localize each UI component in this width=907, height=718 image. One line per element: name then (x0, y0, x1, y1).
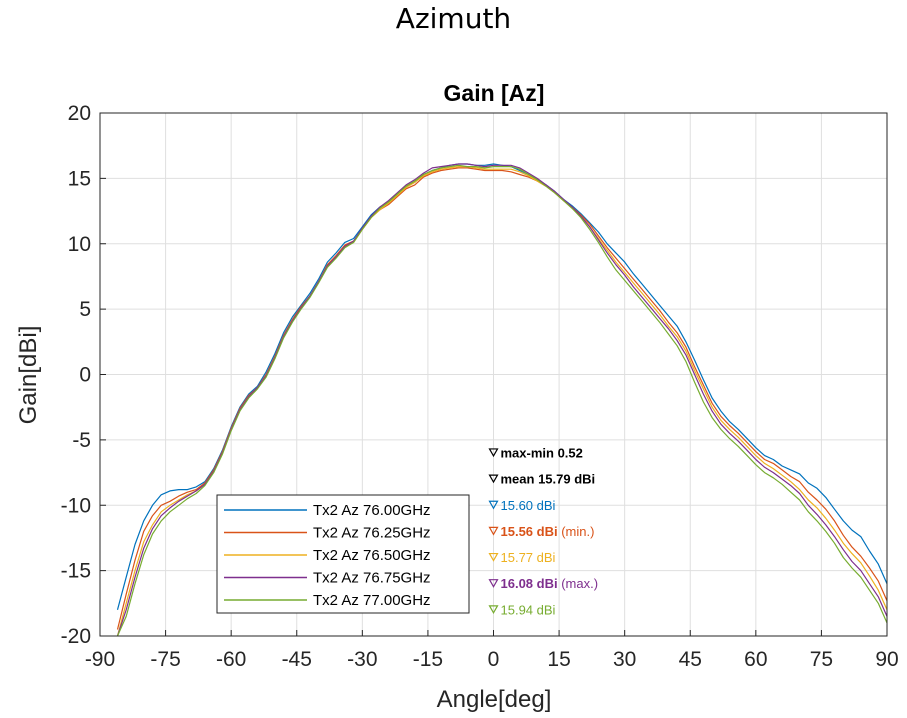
y-tick-label: -5 (72, 429, 91, 452)
x-tick-label: 0 (488, 648, 500, 671)
x-tick-label: -60 (216, 648, 246, 671)
annotation-1: max-min 0.52 (501, 445, 583, 460)
legend-label-4: Tx2 Az 76.75GHz (313, 570, 431, 587)
y-tick-label: -15 (61, 560, 91, 583)
annotation-value: 15.77 dBi (501, 550, 556, 565)
x-tick-label: -15 (413, 648, 443, 671)
annotation-5: 15.77 dBi (501, 550, 556, 565)
series-line-4 (116, 163, 888, 637)
legend-label-3: Tx2 Az 76.50GHz (313, 547, 431, 564)
series-line-2 (116, 167, 888, 630)
annotation-value: 15.94 dBi (501, 602, 556, 617)
y-tick-label: 15 (68, 167, 91, 190)
annotation-2: mean 15.79 dBi (501, 472, 596, 487)
annotation-value: 15.60 dBi (501, 498, 556, 513)
y-tick-label: -10 (61, 494, 91, 517)
y-tick-labels: -20 -15 -10 -5 0 5 10 15 20 (61, 102, 91, 648)
marker-triangle (488, 579, 499, 588)
y-tick-label: 5 (79, 298, 91, 321)
marker-triangle (488, 500, 499, 510)
x-tick-labels: -90 -75 -60 -45 -30 -15 0 15 30 45 60 75 90 (85, 648, 899, 671)
page-title: Azimuth (395, 2, 512, 35)
annotation-3: 15.60 dBi (501, 498, 556, 513)
legend-label-1: Tx2 Az 76.00GHz (313, 502, 431, 519)
marker-triangle (488, 552, 499, 562)
legend-box (216, 494, 470, 614)
x-tick-label: 45 (679, 648, 702, 671)
x-tick-label: 30 (613, 648, 636, 671)
x-tick-label: 15 (547, 648, 570, 671)
annotation-6: 16.08 dBi (max.) (501, 576, 599, 591)
x-tick-label: -75 (150, 648, 180, 671)
y-axis-label: Gain[dBi] (15, 326, 42, 425)
annotation-7: 15.94 dBi (501, 602, 556, 617)
x-tick-label: -30 (347, 648, 377, 671)
x-axis-label: Angle[deg] (437, 686, 552, 713)
marker-triangle (488, 605, 499, 615)
marker-triangle (488, 448, 499, 458)
marker-triangle (488, 474, 499, 484)
y-tick-label: 10 (68, 233, 91, 256)
legend-label-2: Tx2 Az 76.25GHz (313, 525, 431, 542)
x-tick-label: 90 (875, 648, 898, 671)
chart-title: Gain [Az] (444, 80, 545, 106)
series-line-5 (116, 164, 888, 637)
annotation-suffix: (max.) (558, 576, 598, 591)
annotation-value: 15.56 dBi (501, 524, 558, 539)
y-tick-label: 0 (79, 364, 91, 387)
marker-triangle (488, 526, 499, 536)
annotations: max-min 0.52 mean 15.79 dBi 15.60 dBi 15.56… (488, 445, 599, 617)
x-tick-label: 60 (744, 648, 767, 671)
x-tick-label: -45 (282, 648, 312, 671)
legend-label-5: Tx2 Az 77.00GHz (313, 592, 431, 609)
annotation-suffix: (min.) (558, 524, 595, 539)
x-tick-label: -90 (85, 648, 115, 671)
series-lines (116, 163, 888, 637)
legend: Tx2 Az 76.00GHz Tx2 Az 76.25GHz Tx2 Az 76.… (216, 494, 470, 614)
x-tick-label: 75 (810, 648, 833, 671)
annotation-value: 16.08 dBi (501, 576, 558, 591)
annotation-4: 15.56 dBi (min.) (501, 524, 595, 539)
y-tick-label: -20 (61, 625, 91, 648)
annotation-value: max-min 0.52 (501, 445, 583, 460)
plot-frame (99, 112, 888, 637)
annotation-value: mean 15.79 dBi (501, 472, 596, 487)
y-tick-label: 20 (68, 102, 91, 125)
